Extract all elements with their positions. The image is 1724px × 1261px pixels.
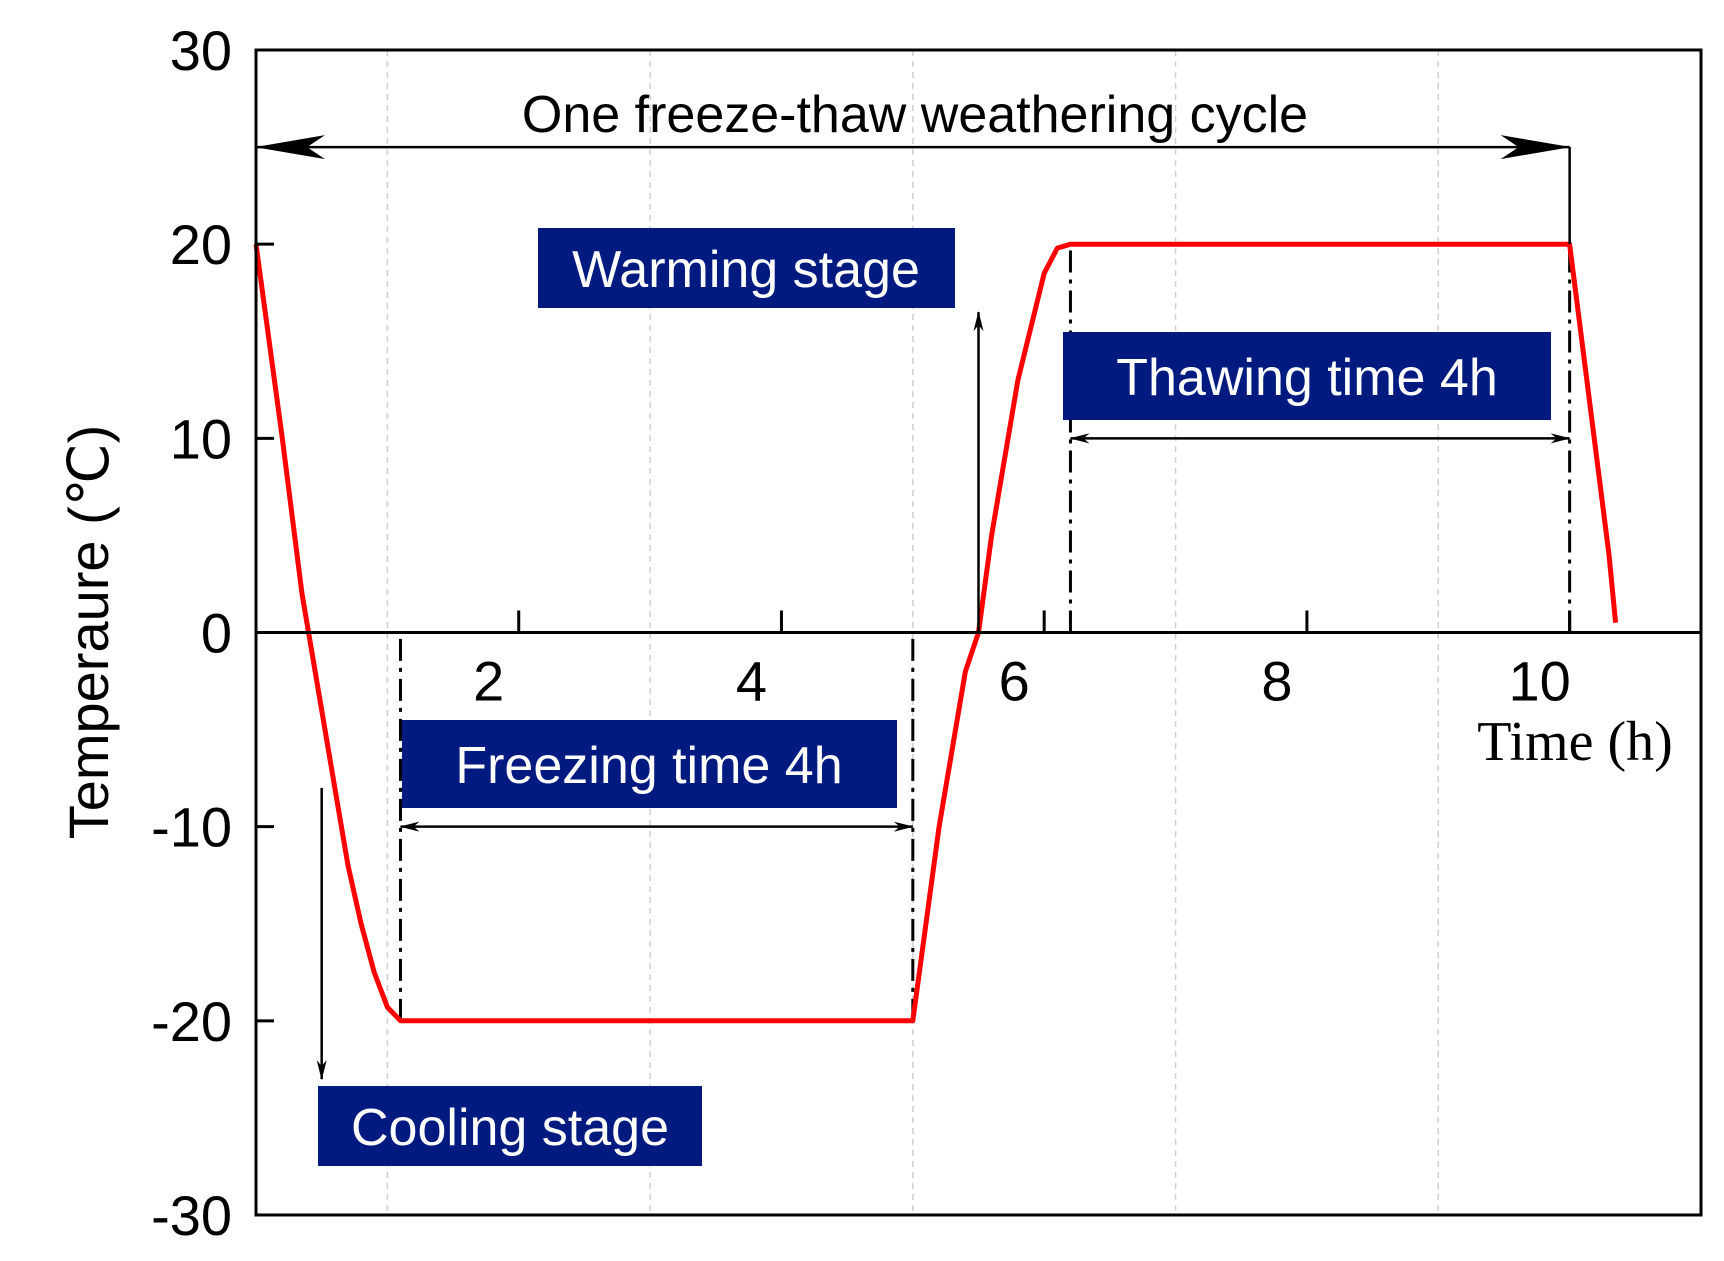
cycle-label: One freeze-thaw weathering cycle — [522, 86, 1308, 144]
y-tick-label: -20 — [151, 990, 232, 1053]
x-tick-label: 2 — [473, 650, 504, 713]
x-tick-label: 10 — [1508, 650, 1570, 713]
warming-label: Warming stage — [572, 241, 920, 299]
tick-labels: 30 20 10 0 -10 -20 -30 2 4 6 8 10 — [151, 19, 1571, 1247]
thawing-label: Thawing time 4h — [1116, 349, 1498, 407]
thawing-label-box — [1063, 332, 1551, 420]
y-tick-label: -30 — [151, 1184, 232, 1247]
y-tick-label: 10 — [170, 407, 232, 470]
cooling-label-box — [318, 1086, 702, 1166]
cooling-label: Cooling stage — [351, 1099, 669, 1157]
y-tick-label: 0 — [201, 602, 232, 665]
freezing-label-box — [402, 720, 897, 808]
y-tick-label: 30 — [170, 19, 232, 82]
x-tick-label: 6 — [999, 650, 1030, 713]
freezing-label: Freezing time 4h — [455, 737, 842, 795]
y-tick-label: 20 — [170, 213, 232, 276]
annotation-arrows — [255, 135, 1571, 1081]
x-tick-label: 4 — [736, 650, 767, 713]
temperature-curve — [253, 241, 1619, 1024]
warming-label-box — [538, 228, 955, 308]
x-tick-label: 8 — [1261, 650, 1292, 713]
ticks — [256, 48, 1572, 1217]
y-axis-title: Temperaure (℃) — [57, 425, 120, 840]
x-axis-title: Time (h) — [1477, 711, 1673, 773]
reference-lines — [399, 244, 1572, 1021]
y-tick-label: -10 — [151, 796, 232, 859]
